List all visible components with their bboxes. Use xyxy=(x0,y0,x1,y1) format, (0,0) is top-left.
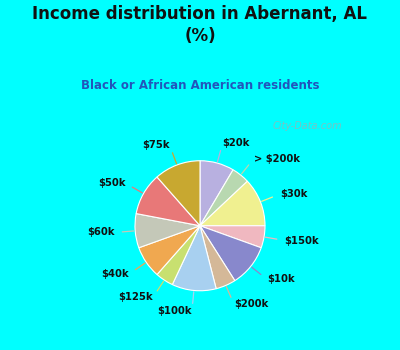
Wedge shape xyxy=(172,226,216,291)
Wedge shape xyxy=(200,181,265,226)
Wedge shape xyxy=(200,226,235,289)
Text: $60k: $60k xyxy=(87,228,114,238)
Text: Income distribution in Abernant, AL
(%): Income distribution in Abernant, AL (%) xyxy=(32,5,368,45)
Text: Black or African American residents: Black or African American residents xyxy=(81,79,319,92)
Wedge shape xyxy=(200,161,233,226)
Text: $20k: $20k xyxy=(223,138,250,148)
Text: $150k: $150k xyxy=(284,236,319,245)
Wedge shape xyxy=(200,226,261,281)
Text: $10k: $10k xyxy=(267,274,294,285)
Text: $50k: $50k xyxy=(98,178,126,188)
Wedge shape xyxy=(200,170,247,226)
Wedge shape xyxy=(200,226,265,248)
Text: > $200k: > $200k xyxy=(254,154,300,164)
Text: City-Data.com: City-Data.com xyxy=(273,121,342,131)
Text: $125k: $125k xyxy=(118,293,153,302)
Text: $40k: $40k xyxy=(102,269,129,279)
Text: $30k: $30k xyxy=(280,189,307,199)
Wedge shape xyxy=(139,226,200,274)
Text: $75k: $75k xyxy=(142,140,170,150)
Text: $100k: $100k xyxy=(158,306,192,316)
Wedge shape xyxy=(157,226,200,285)
Wedge shape xyxy=(157,161,200,226)
Wedge shape xyxy=(135,214,200,248)
Wedge shape xyxy=(136,177,200,226)
Text: $200k: $200k xyxy=(234,300,268,309)
